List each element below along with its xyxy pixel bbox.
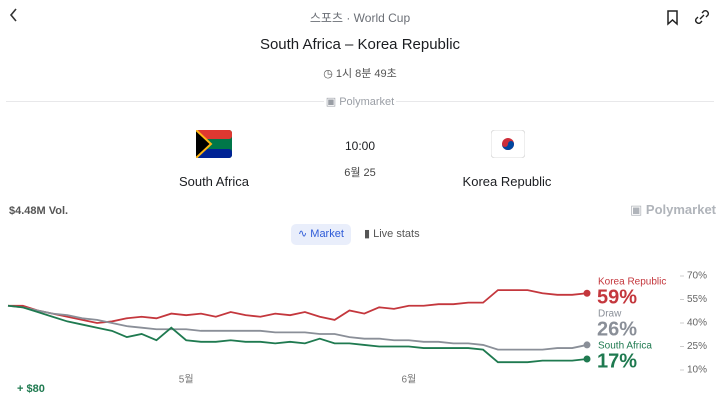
link-button[interactable] bbox=[694, 9, 710, 27]
divider bbox=[6, 101, 324, 102]
tab-market[interactable]: ∿ Market bbox=[291, 224, 351, 245]
x-tick-label: 6월 bbox=[401, 374, 416, 386]
chart: 70% 55% 40% 25% 10% 5월 6월 Korea Republic59%Draw… bbox=[7, 271, 707, 386]
tab-label: Live stats bbox=[373, 228, 420, 240]
breadcrumb-section[interactable]: 스포츠 bbox=[309, 11, 343, 25]
tab-live-stats[interactable]: ▮ Live stats bbox=[364, 228, 420, 240]
y-tick-label: 40% bbox=[687, 318, 707, 329]
end-point bbox=[583, 341, 591, 349]
y-tick-label: 25% bbox=[687, 341, 707, 352]
x-tick-label: 5월 bbox=[179, 374, 194, 386]
end-point bbox=[583, 355, 591, 363]
legend-name: Draw bbox=[598, 309, 622, 320]
breadcrumb-page[interactable]: World Cup bbox=[353, 11, 411, 25]
watermark: ▣ Polymarket bbox=[630, 202, 716, 217]
home-team: South Africa bbox=[178, 174, 250, 189]
watermark-text: Polymarket bbox=[645, 202, 716, 217]
countdown: ◷ 1시 8분 49초 bbox=[323, 68, 397, 80]
breadcrumb: 스포츠 · World Cup bbox=[0, 9, 720, 26]
legend-name: South Africa bbox=[598, 341, 652, 352]
series-line bbox=[7, 304, 588, 364]
source-text: Polymarket bbox=[339, 96, 395, 108]
end-point bbox=[583, 289, 591, 297]
footer-change: + $80 bbox=[17, 383, 45, 395]
current-value: 59% bbox=[597, 286, 637, 308]
home-flag bbox=[196, 130, 232, 158]
match-date: 6월 25 bbox=[344, 167, 376, 179]
series-line bbox=[8, 289, 588, 324]
legend-name: Korea Republic bbox=[598, 277, 666, 288]
divider bbox=[396, 101, 714, 102]
source: ▣ Polymarket bbox=[325, 96, 395, 108]
countdown-text: 1시 8분 49초 bbox=[335, 68, 397, 80]
current-value: 26% bbox=[597, 318, 637, 340]
volume: $4.48M Vol. bbox=[9, 205, 69, 217]
match-time: 10:00 bbox=[344, 139, 376, 153]
separator: · bbox=[346, 11, 351, 25]
away-team: Korea Republic bbox=[462, 174, 552, 189]
bookmark-button[interactable] bbox=[665, 9, 681, 27]
y-tick-label: 55% bbox=[687, 294, 707, 305]
away-flag bbox=[491, 130, 525, 158]
y-tick-label: 10% bbox=[687, 365, 707, 376]
current-value: 17% bbox=[597, 350, 637, 372]
tab-label: Market bbox=[310, 228, 344, 240]
match-title: South Africa – Korea Republic bbox=[259, 36, 461, 53]
series-line bbox=[7, 304, 588, 351]
y-tick-label: 70% bbox=[687, 271, 707, 282]
back-button[interactable] bbox=[6, 6, 22, 24]
